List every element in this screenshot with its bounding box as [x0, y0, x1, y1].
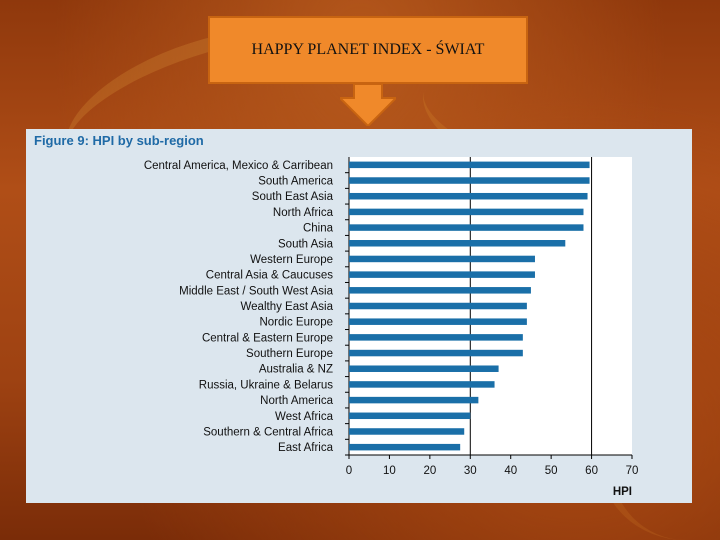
bar [349, 287, 531, 294]
category-label: Western Europe [250, 254, 333, 266]
category-label: North America [260, 395, 333, 407]
down-arrow-icon [340, 84, 396, 126]
slide-title: HAPPY PLANET INDEX - ŚWIAT [251, 41, 485, 58]
category-label: South America [258, 176, 333, 188]
category-label: Australia & NZ [259, 364, 333, 376]
bar [349, 161, 590, 169]
category-label: Southern Europe [246, 348, 333, 360]
category-label: China [303, 223, 334, 235]
bar [349, 255, 535, 263]
x-tick-label: 10 [383, 465, 396, 477]
figure-panel: Figure 9: HPI by sub-region Central Amer… [26, 129, 692, 503]
x-tick-label: 70 [626, 465, 639, 477]
bar [349, 365, 499, 372]
x-tick-label: 30 [464, 465, 477, 477]
bar [349, 396, 479, 404]
bar [349, 381, 495, 388]
x-tick-label: 40 [504, 465, 517, 477]
bar [349, 224, 584, 231]
bar [349, 334, 523, 341]
category-label: Russia, Ukraine & Belarus [199, 379, 333, 391]
bar [349, 428, 465, 435]
bar [349, 271, 535, 278]
bar [349, 177, 590, 184]
bar [349, 349, 523, 357]
category-label: Wealthy East Asia [241, 301, 334, 313]
x-tick-label: 0 [346, 465, 352, 477]
bar [349, 443, 461, 451]
category-label: South East Asia [252, 191, 334, 203]
category-label: Central & Eastern Europe [202, 332, 333, 344]
bar [349, 302, 527, 310]
hpi-bar-chart: Central America, Mexico & Carribean South… [144, 157, 639, 498]
category-label: Nordic Europe [259, 317, 333, 329]
slide-title-box: HAPPY PLANET INDEX - ŚWIAT [208, 16, 528, 84]
category-label: Central America, Mexico & Carribean [144, 160, 333, 172]
category-label: East Africa [278, 442, 334, 454]
bar [349, 412, 471, 420]
x-axis-label: HPI [613, 486, 632, 498]
category-label: Central Asia & Caucuses [206, 270, 333, 282]
category-label: Middle East / South West Asia [179, 285, 333, 297]
bar [349, 240, 566, 247]
category-label: South Asia [278, 238, 334, 250]
category-label: Southern & Central Africa [203, 426, 333, 438]
category-label: North Africa [273, 207, 334, 219]
x-tick-label: 20 [423, 465, 436, 477]
x-tick-label: 60 [585, 465, 598, 477]
x-tick-label: 50 [545, 465, 558, 477]
bar [349, 318, 527, 325]
bar [349, 208, 584, 216]
category-label: West Africa [275, 411, 334, 423]
figure-title: Figure 9: HPI by sub-region [34, 133, 204, 148]
bar [349, 192, 588, 200]
